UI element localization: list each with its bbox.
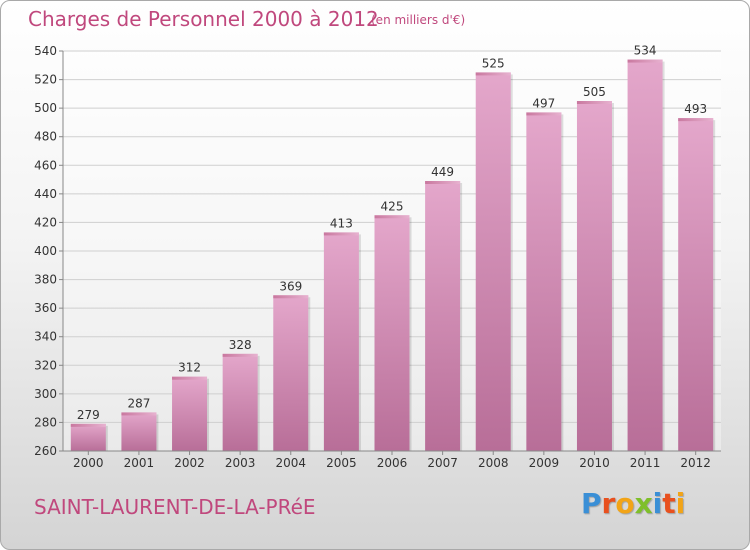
y-tick-label: 520: [34, 73, 57, 87]
bar-top: [374, 215, 410, 219]
logo-letter: P: [581, 487, 602, 520]
bar-top: [172, 376, 208, 380]
y-tick-label: 340: [34, 330, 57, 344]
x-tick-label: 2008: [478, 456, 509, 470]
x-tick-label: 2005: [326, 456, 357, 470]
bar: [576, 101, 612, 451]
bar: [475, 72, 511, 451]
x-tick-label: 2004: [275, 456, 306, 470]
y-tick-label: 540: [34, 44, 57, 58]
proxiti-logo[interactable]: Proxiti: [581, 487, 685, 520]
axis-layer: 260 280 300 320 340 360 380 400 420 440 460 480 500 5…: [34, 44, 721, 470]
data-label: 493: [684, 102, 707, 116]
bar: [526, 112, 562, 451]
bar: [627, 59, 663, 451]
logo-letter: x: [634, 487, 653, 520]
chart-subtitle: (en milliers d'€): [371, 13, 466, 27]
bar-top: [425, 181, 461, 184]
data-label: 413: [330, 216, 353, 230]
bar-top: [121, 412, 157, 416]
x-tick-label: 2000: [73, 456, 104, 470]
x-tick-label: 2007: [427, 456, 458, 470]
bar: [222, 353, 258, 451]
y-tick-label: 280: [34, 415, 57, 429]
data-label: 449: [431, 165, 454, 179]
bar-top: [323, 232, 359, 236]
data-label: 525: [482, 56, 505, 70]
y-tick-label: 460: [34, 158, 57, 172]
data-label: 279: [77, 408, 100, 422]
y-tick-label: 360: [34, 301, 57, 315]
logo-letter: i: [652, 487, 663, 520]
data-label: 497: [532, 96, 555, 110]
bar-top: [678, 118, 714, 122]
x-tick-label: 2003: [225, 456, 256, 470]
data-label: 287: [127, 396, 150, 410]
data-label: 425: [381, 199, 404, 213]
logo-letter: i: [675, 487, 686, 520]
y-tick-label: 420: [34, 215, 57, 229]
data-label: 312: [178, 361, 201, 375]
data-label: 328: [229, 338, 252, 352]
bar: [678, 118, 714, 452]
bar: [323, 232, 359, 451]
y-tick-label: 500: [34, 101, 57, 115]
bar-top: [273, 295, 309, 299]
chart-title: Charges de Personnel 2000 à 2012: [28, 7, 379, 31]
data-label: 505: [583, 85, 606, 99]
bar-top: [70, 423, 106, 427]
logo-letter: o: [615, 487, 635, 520]
x-tick-label: 2009: [529, 456, 560, 470]
bar-top: [627, 59, 663, 63]
x-tick-label: 2010: [579, 456, 610, 470]
y-tick-label: 480: [34, 130, 57, 144]
x-tick-label: 2011: [630, 456, 661, 470]
y-tick-label: 260: [34, 444, 57, 458]
bar: [70, 423, 106, 451]
bar-top: [222, 353, 258, 357]
bar: [425, 181, 461, 451]
bar-top: [576, 101, 612, 104]
bar: [273, 295, 309, 451]
bar-layer: [70, 59, 716, 452]
bar-top: [526, 112, 562, 116]
y-tick-label: 300: [34, 387, 57, 401]
logo-letter: t: [662, 487, 676, 520]
commune-name: SAINT-LAURENT-DE-LA-PRéE: [34, 495, 316, 519]
x-tick-label: 2012: [680, 456, 711, 470]
x-tick-label: 2001: [124, 456, 155, 470]
bar-top: [475, 72, 511, 76]
data-label: 369: [279, 279, 302, 293]
data-label: 534: [634, 44, 657, 58]
bar: [172, 376, 208, 451]
bar: [374, 215, 410, 451]
x-tick-label: 2006: [377, 456, 408, 470]
y-tick-label: 320: [34, 358, 57, 372]
bar: [121, 412, 157, 451]
y-tick-label: 380: [34, 273, 57, 287]
y-tick-label: 400: [34, 244, 57, 258]
x-tick-label: 2002: [174, 456, 205, 470]
logo-letter: r: [601, 487, 616, 520]
y-tick-label: 440: [34, 187, 57, 201]
